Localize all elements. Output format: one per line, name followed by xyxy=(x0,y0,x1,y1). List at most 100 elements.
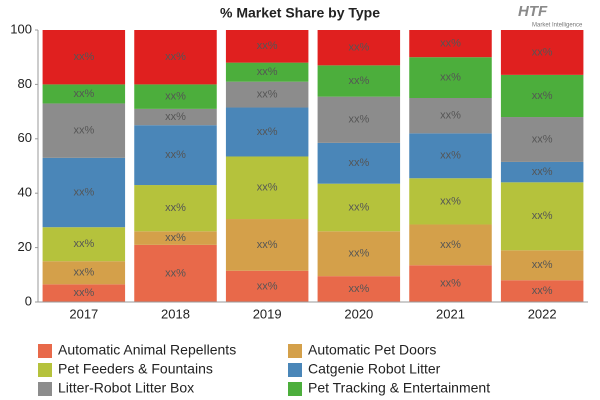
bar-segment xyxy=(500,250,584,281)
data-label: xx% xyxy=(73,51,94,63)
data-label: xx% xyxy=(257,66,278,78)
legend-label: Catgenie Robot Litter xyxy=(308,361,441,377)
y-tick-label: 100 xyxy=(10,21,32,36)
bar-segment xyxy=(409,224,492,266)
bar-segment xyxy=(317,183,401,232)
bar-segment xyxy=(317,30,401,66)
bar-segment xyxy=(409,98,492,134)
data-label: xx% xyxy=(532,90,553,102)
data-label: xx% xyxy=(348,114,369,126)
legend-label: Others xyxy=(58,399,100,400)
legend-swatch xyxy=(288,382,302,396)
data-label: xx% xyxy=(73,238,94,250)
bar-segment xyxy=(134,125,217,186)
data-label: xx% xyxy=(257,239,278,251)
bar-segment xyxy=(42,157,126,228)
data-label: xx% xyxy=(257,40,278,52)
legend-swatch xyxy=(288,363,302,377)
x-tick-label: 2022 xyxy=(528,306,557,321)
data-label: xx% xyxy=(257,89,278,101)
y-tick-label: 40 xyxy=(18,185,32,200)
data-label: xx% xyxy=(73,88,94,100)
bar-segment xyxy=(317,65,401,97)
legend-label: Pet Tracking & Entertainment xyxy=(308,380,490,396)
bar-segment xyxy=(317,231,401,277)
bar-segment xyxy=(500,30,584,75)
bar-segment xyxy=(500,182,584,251)
data-label: xx% xyxy=(348,248,369,260)
chart-title: % Market Share by Type xyxy=(220,5,380,21)
bar-segment xyxy=(42,227,126,262)
data-label: xx% xyxy=(257,126,278,138)
data-label: xx% xyxy=(165,91,186,103)
data-label: xx% xyxy=(165,111,186,123)
logo-tagline: Market Intelligence xyxy=(532,23,583,29)
bar-segment xyxy=(134,185,217,232)
data-label: xx% xyxy=(532,259,553,271)
data-label: xx% xyxy=(257,280,278,292)
x-tick-label: 2017 xyxy=(69,306,98,321)
data-label: xx% xyxy=(532,285,553,297)
data-label: xx% xyxy=(532,166,553,178)
bar-segment xyxy=(409,178,492,225)
data-label: xx% xyxy=(440,110,461,122)
bar-segment xyxy=(42,84,126,104)
bar-segment xyxy=(500,74,584,118)
bar-segment xyxy=(409,133,492,179)
x-tick-label: 2018 xyxy=(161,306,190,321)
legend-label: Automatic Pet Doors xyxy=(308,342,436,358)
bar-segment xyxy=(500,117,584,162)
bar-segment xyxy=(134,231,217,245)
bar-segment xyxy=(134,108,217,126)
data-label: xx% xyxy=(73,186,94,198)
legend-swatch xyxy=(38,344,52,358)
data-label: xx% xyxy=(165,267,186,279)
bar-segment xyxy=(500,280,584,302)
bar-segment xyxy=(317,96,401,143)
bar-segment xyxy=(42,103,126,158)
data-label: xx% xyxy=(348,201,369,213)
data-label: xx% xyxy=(440,278,461,290)
legend-swatch xyxy=(288,344,302,358)
data-label: xx% xyxy=(348,42,369,54)
bar-segment xyxy=(225,107,309,157)
legend-swatch xyxy=(38,382,52,396)
data-label: xx% xyxy=(73,267,94,279)
bar-segment xyxy=(500,161,584,183)
bar-segment xyxy=(42,261,126,285)
legend-label: Automatic Animal Repellents xyxy=(58,342,236,358)
data-label: xx% xyxy=(165,202,186,214)
y-tick-label: 0 xyxy=(25,293,32,308)
bar-segment xyxy=(225,81,309,108)
data-label: xx% xyxy=(532,46,553,58)
data-label: xx% xyxy=(440,195,461,207)
bar-segment xyxy=(225,219,309,271)
x-tick-label: 2019 xyxy=(253,306,282,321)
y-tick-label: 60 xyxy=(18,130,32,145)
bar-segment xyxy=(42,30,126,85)
data-label: xx% xyxy=(532,133,553,145)
x-tick-label: 2020 xyxy=(344,306,373,321)
data-label: xx% xyxy=(440,239,461,251)
data-label: xx% xyxy=(73,287,94,299)
bar-segment xyxy=(409,265,492,302)
data-label: xx% xyxy=(165,232,186,244)
bar-segment xyxy=(317,142,401,184)
data-label: xx% xyxy=(73,125,94,137)
x-tick-label: 2021 xyxy=(436,306,465,321)
bar-segment xyxy=(317,276,401,302)
y-tick-label: 20 xyxy=(18,239,32,254)
data-label: xx% xyxy=(440,150,461,162)
bar-segment xyxy=(42,284,126,302)
bar-segment xyxy=(134,244,217,302)
data-label: xx% xyxy=(165,149,186,161)
data-label: xx% xyxy=(165,51,186,63)
bar-segment xyxy=(134,84,217,109)
legend-swatch xyxy=(38,363,52,377)
data-label: xx% xyxy=(440,38,461,50)
data-label: xx% xyxy=(440,72,461,84)
legend-label: Pet Feeders & Fountains xyxy=(58,361,213,377)
data-label: xx% xyxy=(348,75,369,87)
data-label: xx% xyxy=(348,157,369,169)
